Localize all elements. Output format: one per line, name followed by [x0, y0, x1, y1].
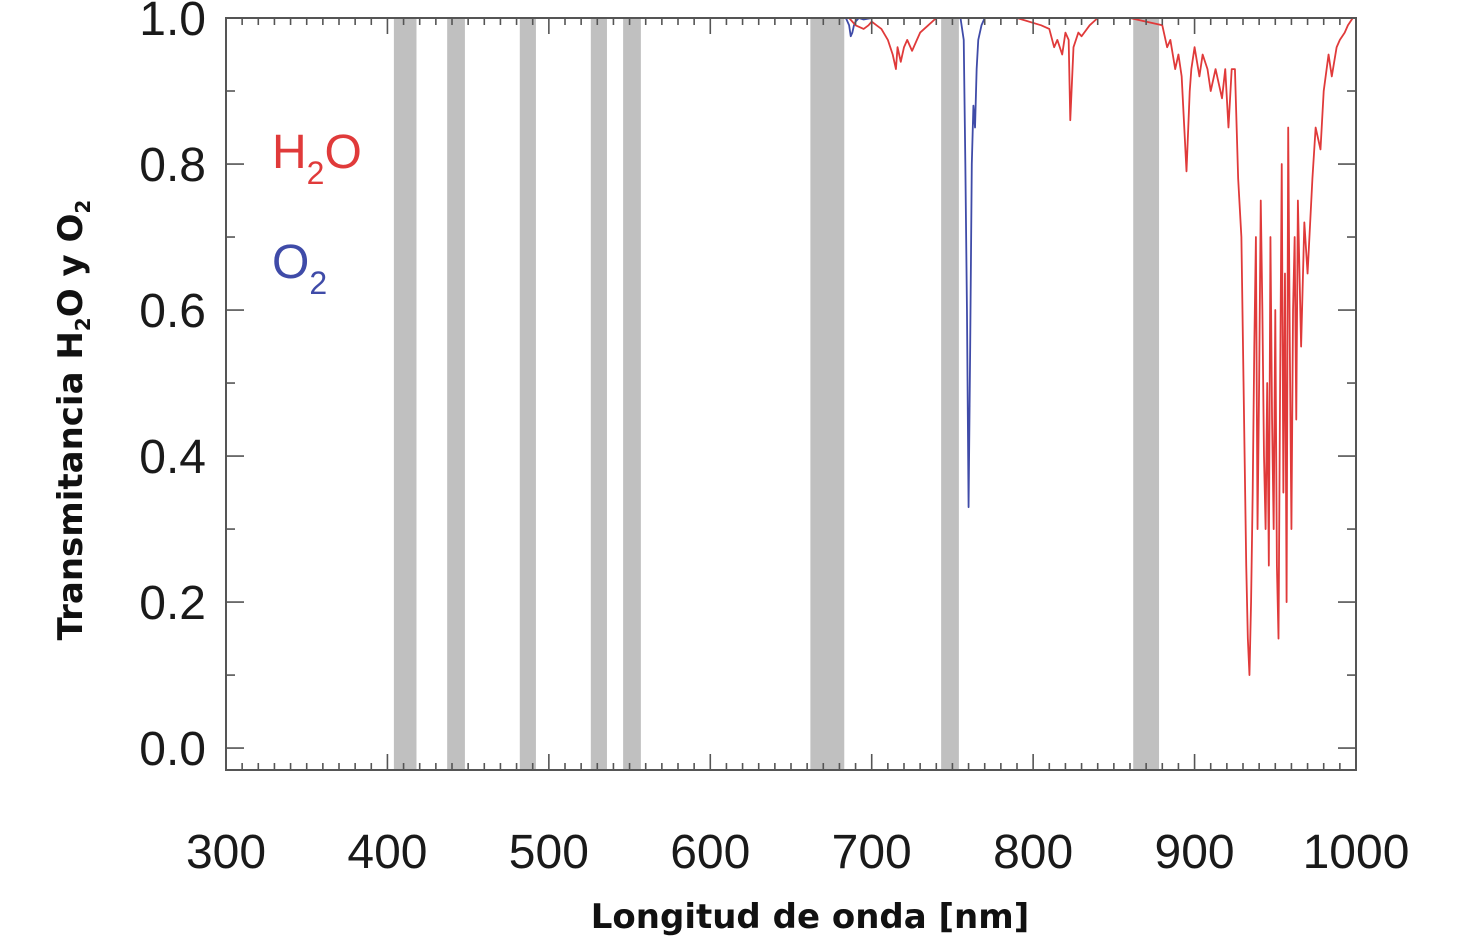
shaded-band — [519, 18, 536, 770]
x-tick-label: 1000 — [1303, 826, 1410, 879]
y-tick-labels: 0.0 0.2 0.4 0.6 0.8 1.0 — [139, 0, 206, 776]
shaded-band — [623, 18, 641, 770]
legend-h2o: H2O — [272, 126, 362, 191]
x-tick-label: 800 — [993, 826, 1073, 879]
shaded-band — [590, 18, 607, 770]
shaded-band — [941, 18, 959, 770]
y-tick-label: 0.2 — [139, 577, 206, 630]
y-tick-label: 1.0 — [139, 0, 206, 46]
shaded-band — [447, 18, 465, 770]
y-tick-label: 0.6 — [139, 285, 206, 338]
x-tick-label: 400 — [347, 826, 427, 879]
x-tick-label: 700 — [832, 826, 912, 879]
series-line-o2 — [226, 17, 1356, 509]
x-tick-labels: 300 400 500 600 700 800 900 1000 — [186, 826, 1409, 879]
series-lines — [226, 17, 1356, 676]
x-tick-label: 500 — [509, 826, 589, 879]
y-tick-label: 0.8 — [139, 139, 206, 192]
series-line-h2o — [226, 17, 1356, 676]
y-tick-label: 0.4 — [139, 431, 206, 484]
legend-o2: O2 — [272, 236, 327, 301]
x-tick-label: 900 — [1155, 826, 1235, 879]
shaded-band — [393, 18, 417, 770]
x-tick-label: 300 — [186, 826, 266, 879]
shaded-band — [810, 18, 845, 770]
x-axis-title: Longitud de onda [nm] — [591, 897, 1029, 937]
x-tick-label: 600 — [670, 826, 750, 879]
axis-ticks — [225, 17, 1357, 770]
y-tick-label: 0.0 — [139, 723, 206, 776]
shaded-band — [1133, 18, 1160, 770]
shaded-bands — [393, 18, 1160, 770]
y-axis-title: Transmitancia H2O y O2 — [51, 200, 95, 641]
